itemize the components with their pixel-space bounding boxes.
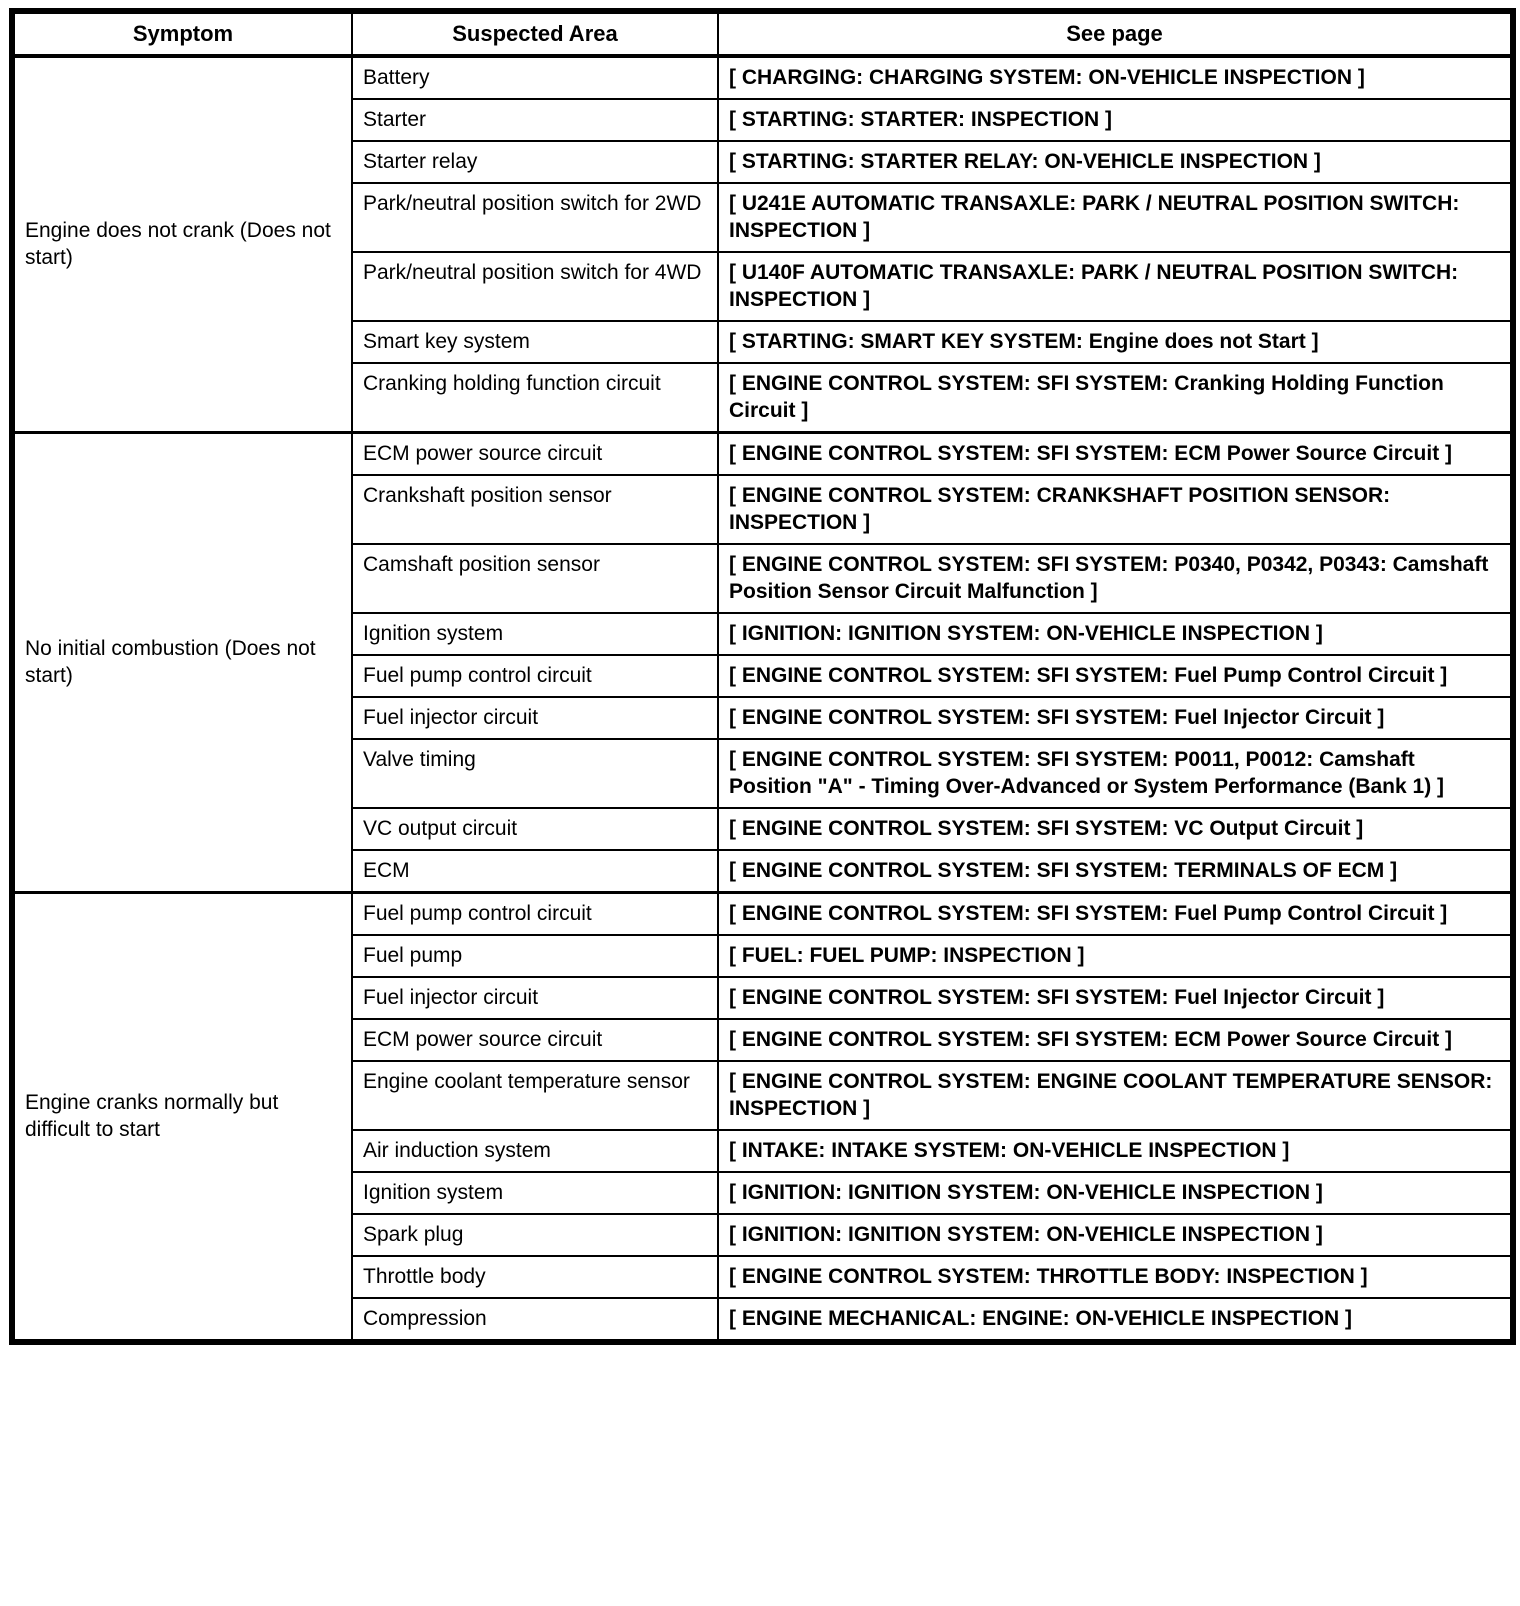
table-row: Smart key system[ STARTING: SMART KEY SY… <box>12 320 1514 364</box>
suspected-area-cell: Cranking holding function circuit <box>351 362 719 434</box>
see-page-reference: [ ENGINE CONTROL SYSTEM: SFI SYSTEM: Fue… <box>717 696 1514 740</box>
table-row: Fuel injector circuit[ ENGINE CONTROL SY… <box>12 976 1514 1020</box>
see-page-reference: [ ENGINE CONTROL SYSTEM: SFI SYSTEM: Fue… <box>717 654 1514 698</box>
symptom-cell: Engine does not crank (Does not start) <box>11 54 353 434</box>
table-row: Valve timing[ ENGINE CONTROL SYSTEM: SFI… <box>12 738 1514 809</box>
see-page-reference: [ IGNITION: IGNITION SYSTEM: ON-VEHICLE … <box>717 1171 1514 1215</box>
see-page-reference: [ ENGINE CONTROL SYSTEM: THROTTLE BODY: … <box>717 1255 1514 1299</box>
table-row: Park/neutral position switch for 2WD[ U2… <box>12 182 1514 253</box>
suspected-area-cell: Starter <box>351 98 719 142</box>
table-row: No initial combustion (Does not start) EC… <box>11 431 1514 894</box>
table-body: Engine does not crank (Does not start) Ba… <box>11 54 1514 1343</box>
suspected-area-cell: Park/neutral position switch for 4WD <box>351 251 719 322</box>
see-page-reference: [ ENGINE MECHANICAL: ENGINE: ON-VEHICLE … <box>717 1297 1514 1343</box>
table-row: Park/neutral position switch for 4WD[ U1… <box>12 251 1514 322</box>
see-page-reference: [ ENGINE CONTROL SYSTEM: SFI SYSTEM: Cra… <box>717 362 1514 434</box>
see-page-reference: [ ENGINE CONTROL SYSTEM: SFI SYSTEM: Fue… <box>717 976 1514 1020</box>
troubleshooting-table: Symptom Suspected Area See page Engine d… <box>9 8 1516 1345</box>
see-page-reference: [ ENGINE CONTROL SYSTEM: SFI SYSTEM: ECM… <box>717 1018 1514 1062</box>
table-row: Starter relay[ STARTING: STARTER RELAY: … <box>12 140 1514 184</box>
suspected-area-cell: Throttle body <box>351 1255 719 1299</box>
table-row: ECM[ ENGINE CONTROL SYSTEM: SFI SYSTEM: … <box>12 849 1514 894</box>
see-page-reference: [ U241E AUTOMATIC TRANSAXLE: PARK / NEUT… <box>717 182 1514 253</box>
table-row: Fuel pump control circuit[ ENGINE CONTRO… <box>12 654 1514 698</box>
suspected-area-cell: Valve timing <box>351 738 719 809</box>
suspected-area-cell: Fuel pump control circuit <box>351 654 719 698</box>
see-page-reference: [ IGNITION: IGNITION SYSTEM: ON-VEHICLE … <box>717 1213 1514 1257</box>
suspected-area-cell: Camshaft position sensor <box>351 543 719 614</box>
table-row: Engine cranks normally but difficult to … <box>11 891 1514 1343</box>
suspected-area-cell: Battery <box>351 54 719 100</box>
table-row: Fuel pump[ FUEL: FUEL PUMP: INSPECTION ] <box>12 934 1514 978</box>
table-row: Spark plug[ IGNITION: IGNITION SYSTEM: O… <box>12 1213 1514 1257</box>
table-header-row: Symptom Suspected Area See page <box>11 10 1514 58</box>
symptom-cell: Engine cranks normally but difficult to … <box>11 891 353 1343</box>
suspected-area-cell: Fuel injector circuit <box>351 696 719 740</box>
suspected-area-cell: Fuel injector circuit <box>351 976 719 1020</box>
see-page-reference: [ ENGINE CONTROL SYSTEM: SFI SYSTEM: VC … <box>717 807 1514 851</box>
column-header-symptom: Symptom <box>11 10 353 58</box>
suspected-area-cell: Fuel pump control circuit <box>351 891 719 936</box>
see-page-reference: [ INTAKE: INTAKE SYSTEM: ON-VEHICLE INSP… <box>717 1129 1514 1173</box>
see-page-reference: [ ENGINE CONTROL SYSTEM: SFI SYSTEM: Fue… <box>717 891 1514 936</box>
table-row: Throttle body[ ENGINE CONTROL SYSTEM: TH… <box>12 1255 1514 1299</box>
suspected-area-cell: Engine coolant temperature sensor <box>351 1060 719 1131</box>
see-page-reference: [ ENGINE CONTROL SYSTEM: SFI SYSTEM: TER… <box>717 849 1514 894</box>
table-row: Engine does not crank (Does not start) Ba… <box>11 54 1514 434</box>
suspected-area-cell: VC output circuit <box>351 807 719 851</box>
symptom-cell: No initial combustion (Does not start) <box>11 431 353 894</box>
table-row: ECM power source circuit[ ENGINE CONTROL… <box>12 1018 1514 1062</box>
table-row: Air induction system[ INTAKE: INTAKE SYS… <box>12 1129 1514 1173</box>
suspected-area-cell: Air induction system <box>351 1129 719 1173</box>
suspected-area-cell: Compression <box>351 1297 719 1343</box>
table-row: Starter[ STARTING: STARTER: INSPECTION ] <box>12 98 1514 142</box>
table-row: Camshaft position sensor[ ENGINE CONTROL… <box>12 543 1514 614</box>
see-page-reference: [ FUEL: FUEL PUMP: INSPECTION ] <box>717 934 1514 978</box>
column-header-suspected-area: Suspected Area <box>351 10 719 58</box>
see-page-reference: [ ENGINE CONTROL SYSTEM: CRANKSHAFT POSI… <box>717 474 1514 545</box>
suspected-area-cell: Park/neutral position switch for 2WD <box>351 182 719 253</box>
see-page-reference: [ ENGINE CONTROL SYSTEM: SFI SYSTEM: ECM… <box>717 431 1514 476</box>
see-page-reference: [ IGNITION: IGNITION SYSTEM: ON-VEHICLE … <box>717 612 1514 656</box>
suspected-area-cell: ECM power source circuit <box>351 1018 719 1062</box>
suspected-area-cell: Ignition system <box>351 612 719 656</box>
suspected-area-cell: Ignition system <box>351 1171 719 1215</box>
suspected-area-cell: Spark plug <box>351 1213 719 1257</box>
table-row: Compression[ ENGINE MECHANICAL: ENGINE: … <box>12 1297 1514 1343</box>
see-page-reference: [ STARTING: STARTER RELAY: ON-VEHICLE IN… <box>717 140 1514 184</box>
manual-page: Symptom Suspected Area See page Engine d… <box>9 8 1516 1345</box>
suspected-area-cell: ECM power source circuit <box>351 431 719 476</box>
table-row: Engine coolant temperature sensor[ ENGIN… <box>12 1060 1514 1131</box>
table-row: Crankshaft position sensor[ ENGINE CONTR… <box>12 474 1514 545</box>
see-page-reference: [ ENGINE CONTROL SYSTEM: ENGINE COOLANT … <box>717 1060 1514 1131</box>
column-header-see-page: See page <box>717 10 1514 58</box>
suspected-area-cell: Fuel pump <box>351 934 719 978</box>
suspected-area-cell: Crankshaft position sensor <box>351 474 719 545</box>
suspected-area-cell: Starter relay <box>351 140 719 184</box>
suspected-area-cell: Smart key system <box>351 320 719 364</box>
table-row: Ignition system[ IGNITION: IGNITION SYST… <box>12 612 1514 656</box>
suspected-area-cell: ECM <box>351 849 719 894</box>
table-row: Ignition system[ IGNITION: IGNITION SYST… <box>12 1171 1514 1215</box>
table-row: Fuel injector circuit[ ENGINE CONTROL SY… <box>12 696 1514 740</box>
see-page-reference: [ ENGINE CONTROL SYSTEM: SFI SYSTEM: P03… <box>717 543 1514 614</box>
see-page-reference: [ CHARGING: CHARGING SYSTEM: ON-VEHICLE … <box>717 54 1514 100</box>
see-page-reference: [ ENGINE CONTROL SYSTEM: SFI SYSTEM: P00… <box>717 738 1514 809</box>
table-row: Cranking holding function circuit[ ENGIN… <box>12 362 1514 434</box>
see-page-reference: [ U140F AUTOMATIC TRANSAXLE: PARK / NEUT… <box>717 251 1514 322</box>
table-row: VC output circuit[ ENGINE CONTROL SYSTEM… <box>12 807 1514 851</box>
see-page-reference: [ STARTING: STARTER: INSPECTION ] <box>717 98 1514 142</box>
see-page-reference: [ STARTING: SMART KEY SYSTEM: Engine doe… <box>717 320 1514 364</box>
